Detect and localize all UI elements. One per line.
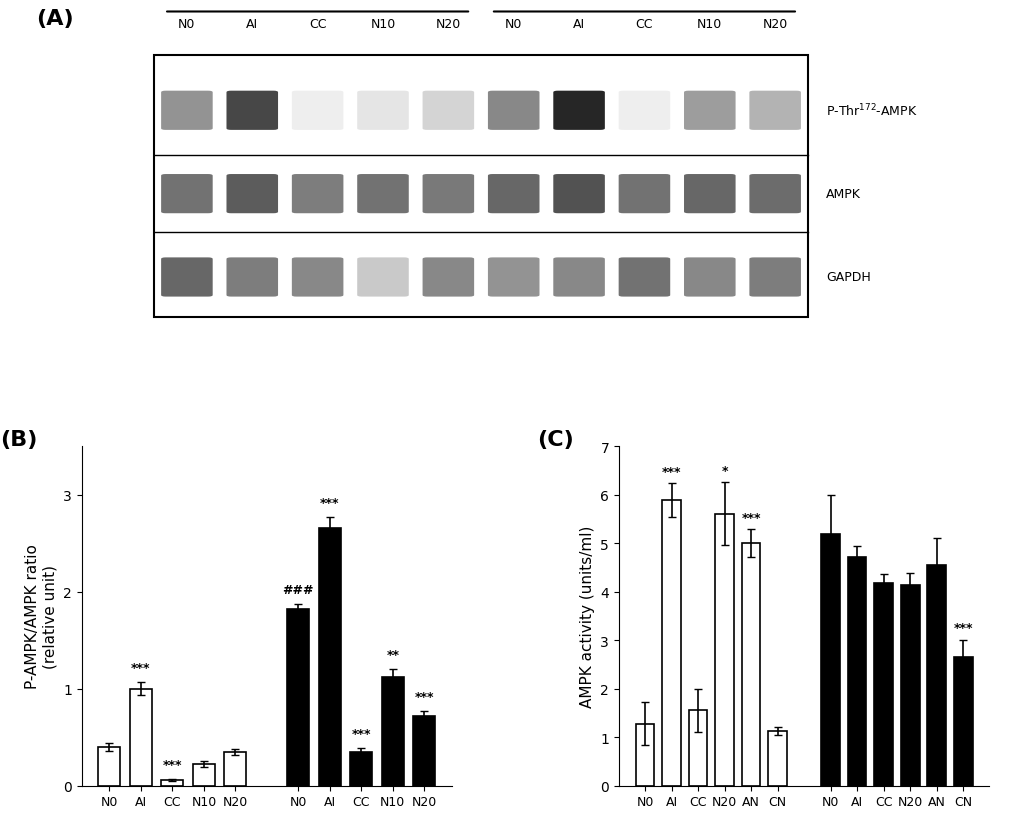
FancyBboxPatch shape bbox=[749, 258, 800, 297]
Bar bbox=[99, 747, 120, 786]
Text: N0: N0 bbox=[178, 18, 196, 31]
FancyBboxPatch shape bbox=[552, 92, 604, 131]
Bar bbox=[350, 752, 372, 786]
FancyBboxPatch shape bbox=[422, 92, 474, 131]
Text: AI: AI bbox=[573, 18, 585, 31]
Bar bbox=[900, 586, 918, 786]
Text: N10: N10 bbox=[370, 18, 395, 31]
FancyBboxPatch shape bbox=[357, 92, 409, 131]
FancyBboxPatch shape bbox=[487, 174, 539, 214]
FancyBboxPatch shape bbox=[552, 174, 604, 214]
FancyBboxPatch shape bbox=[161, 258, 213, 297]
Text: ***: *** bbox=[162, 758, 182, 771]
Text: ###: ### bbox=[282, 584, 314, 596]
Text: N0: N0 bbox=[504, 18, 522, 31]
FancyBboxPatch shape bbox=[422, 174, 474, 214]
Bar bbox=[224, 752, 247, 786]
Text: ***: *** bbox=[661, 465, 681, 478]
Bar bbox=[820, 535, 839, 786]
Text: N10: N10 bbox=[697, 18, 721, 31]
FancyBboxPatch shape bbox=[291, 174, 343, 214]
FancyBboxPatch shape bbox=[226, 258, 278, 297]
FancyBboxPatch shape bbox=[684, 258, 735, 297]
Text: P-Thr$^{172}$-AMPK: P-Thr$^{172}$-AMPK bbox=[825, 103, 917, 119]
FancyBboxPatch shape bbox=[749, 174, 800, 214]
Bar bbox=[953, 657, 971, 786]
Bar bbox=[129, 689, 152, 786]
FancyBboxPatch shape bbox=[619, 258, 669, 297]
Text: N20: N20 bbox=[435, 18, 461, 31]
Text: ***: *** bbox=[320, 496, 339, 509]
Text: ***: *** bbox=[131, 662, 151, 674]
Text: CC: CC bbox=[309, 18, 326, 31]
Bar bbox=[193, 764, 215, 786]
FancyBboxPatch shape bbox=[226, 174, 278, 214]
FancyBboxPatch shape bbox=[487, 258, 539, 297]
Text: (A): (A) bbox=[37, 9, 73, 30]
Text: AI: AI bbox=[246, 18, 258, 31]
Text: ***: *** bbox=[352, 727, 371, 740]
Bar bbox=[926, 565, 945, 786]
FancyBboxPatch shape bbox=[291, 92, 343, 131]
Bar bbox=[381, 677, 404, 786]
Text: (C): (C) bbox=[537, 429, 574, 450]
FancyBboxPatch shape bbox=[291, 258, 343, 297]
Text: **: ** bbox=[386, 648, 398, 662]
FancyBboxPatch shape bbox=[552, 258, 604, 297]
Y-axis label: AMPK activity (units/ml): AMPK activity (units/ml) bbox=[579, 525, 594, 707]
Bar bbox=[413, 716, 435, 786]
Text: GAPDH: GAPDH bbox=[825, 271, 870, 284]
Bar bbox=[741, 543, 759, 786]
FancyBboxPatch shape bbox=[619, 174, 669, 214]
Bar bbox=[319, 528, 340, 786]
FancyBboxPatch shape bbox=[154, 55, 807, 318]
Bar bbox=[161, 780, 183, 786]
FancyBboxPatch shape bbox=[619, 92, 669, 131]
Text: ***: *** bbox=[414, 691, 434, 703]
Bar bbox=[847, 557, 865, 786]
Bar bbox=[661, 500, 680, 786]
FancyBboxPatch shape bbox=[357, 258, 409, 297]
FancyBboxPatch shape bbox=[684, 92, 735, 131]
Bar bbox=[287, 609, 309, 786]
FancyBboxPatch shape bbox=[226, 92, 278, 131]
FancyBboxPatch shape bbox=[684, 174, 735, 214]
Bar bbox=[714, 514, 733, 786]
Bar bbox=[767, 731, 786, 786]
Text: *: * bbox=[720, 464, 728, 477]
FancyBboxPatch shape bbox=[161, 92, 213, 131]
FancyBboxPatch shape bbox=[357, 174, 409, 214]
Bar bbox=[688, 710, 706, 786]
Text: ***: *** bbox=[953, 621, 972, 634]
FancyBboxPatch shape bbox=[161, 174, 213, 214]
FancyBboxPatch shape bbox=[487, 92, 539, 131]
Text: ***: *** bbox=[741, 511, 760, 524]
Bar bbox=[873, 584, 892, 786]
Bar bbox=[635, 724, 653, 786]
Y-axis label: P-AMPK/AMPK ratio
(relative unit): P-AMPK/AMPK ratio (relative unit) bbox=[25, 543, 57, 688]
Text: AMPK: AMPK bbox=[825, 188, 860, 201]
FancyBboxPatch shape bbox=[422, 258, 474, 297]
Text: CC: CC bbox=[635, 18, 652, 31]
Text: (B): (B) bbox=[0, 429, 38, 450]
FancyBboxPatch shape bbox=[749, 92, 800, 131]
Text: N20: N20 bbox=[762, 18, 787, 31]
